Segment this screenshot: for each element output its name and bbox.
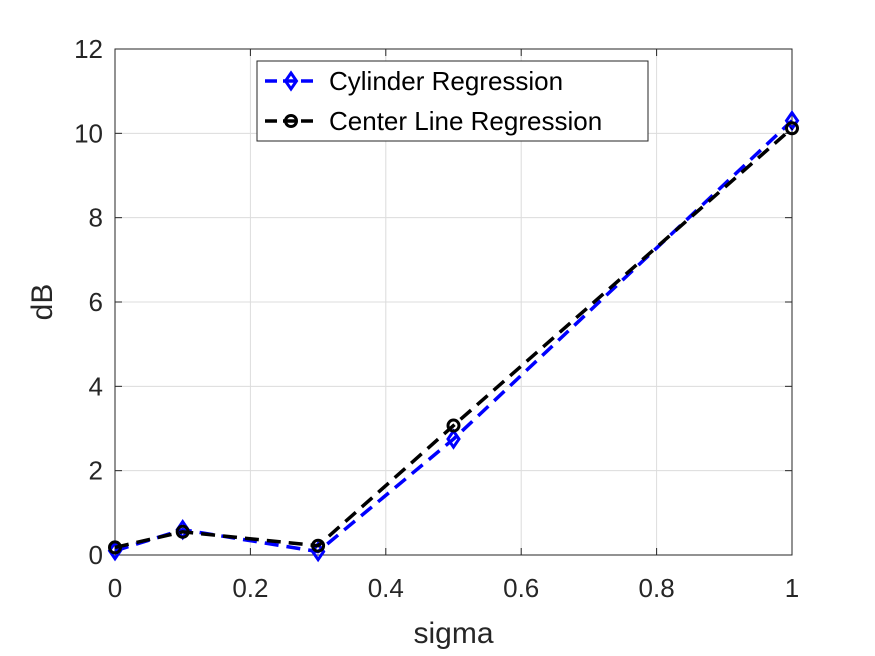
series-2	[108, 121, 799, 555]
legend: Cylinder Regression Center Line Regressio…	[256, 60, 649, 142]
x-tick-label: 0.2	[232, 573, 268, 603]
diamond-marker	[283, 70, 299, 92]
circle-marker	[446, 418, 461, 433]
y-tick-label: 6	[89, 287, 103, 317]
circle-marker	[284, 114, 298, 128]
legend-item: Cylinder Regression	[265, 66, 563, 96]
circle-marker	[175, 524, 190, 539]
x-tick-label: 0.4	[368, 573, 404, 603]
x-tick-label: 0.6	[503, 573, 539, 603]
x-axis-label: sigma	[413, 617, 493, 650]
y-tick-label: 2	[89, 456, 103, 486]
series-line	[114, 126, 794, 550]
x-tick-label: 1	[785, 573, 799, 603]
series-group	[107, 110, 800, 563]
legend-item: Center Line Regression	[265, 106, 602, 136]
legend-label: Center Line Regression	[329, 106, 602, 136]
circle-marker	[108, 540, 122, 555]
diamond-marker	[446, 428, 461, 450]
y-tick-label: 10	[74, 118, 103, 148]
y-axis-ticks: 0 2 4 6 8 10 12	[74, 34, 792, 570]
y-tick-label: 8	[89, 203, 103, 233]
legend-box	[256, 60, 649, 142]
x-axis-ticks: 0 0.2 0.4 0.6 0.8 1	[108, 49, 799, 603]
y-tick-label: 12	[74, 34, 103, 64]
legend-label: Cylinder Regression	[329, 66, 563, 96]
y-tick-label: 0	[89, 540, 103, 570]
circle-marker	[311, 538, 326, 553]
y-axis-label: dB	[26, 284, 59, 321]
circle-marker	[785, 121, 799, 136]
x-tick-label: 0.8	[639, 573, 675, 603]
y-tick-label: 4	[89, 371, 103, 401]
x-tick-label: 0	[108, 573, 122, 603]
